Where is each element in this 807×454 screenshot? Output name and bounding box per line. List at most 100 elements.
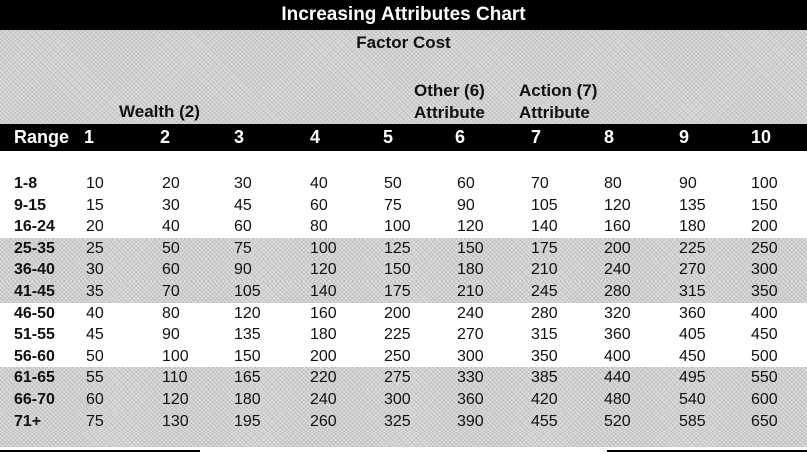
column-header-4: 4 xyxy=(310,127,321,147)
table-row: 46-50 40 80 120 160 200 240 280 320 360 400 xyxy=(0,302,807,325)
cost-cell: 200 xyxy=(604,239,631,257)
cost-cell: 75 xyxy=(86,412,104,430)
cost-cell: 350 xyxy=(531,347,558,365)
cost-cell: 225 xyxy=(679,239,706,257)
cost-cell: 350 xyxy=(751,282,778,300)
cost-cell: 25 xyxy=(86,239,104,257)
footer-spacer xyxy=(0,432,807,447)
cost-cell: 300 xyxy=(751,261,778,279)
cost-cell: 280 xyxy=(531,304,558,322)
cost-cell: 150 xyxy=(751,196,778,214)
cost-cell: 140 xyxy=(531,218,558,236)
cost-cell: 600 xyxy=(751,390,778,408)
table-row: 1-8 10 20 30 40 50 60 70 80 90 100 xyxy=(0,173,807,195)
cost-cell: 60 xyxy=(86,390,104,408)
action-group-label: Action (7) xyxy=(519,81,598,100)
cost-cell: 325 xyxy=(384,412,411,430)
cost-cell: 120 xyxy=(162,390,189,408)
cost-cell: 180 xyxy=(457,261,484,279)
cost-cell: 45 xyxy=(86,326,104,344)
cost-cell: 80 xyxy=(604,175,622,192)
cost-cell: 450 xyxy=(679,347,706,365)
cost-cell: 70 xyxy=(531,175,549,192)
cost-cell: 10 xyxy=(86,175,104,192)
cost-cell: 315 xyxy=(679,282,706,300)
column-header-row: Range 1 2 3 4 5 6 7 8 9 10 xyxy=(0,124,807,151)
range-label: 66-70 xyxy=(14,390,55,408)
cost-cell: 30 xyxy=(234,175,252,192)
cost-cell: 125 xyxy=(384,239,411,257)
cost-cell: 550 xyxy=(751,369,778,387)
cost-cell: 135 xyxy=(234,326,261,344)
cost-cell: 120 xyxy=(604,196,631,214)
table-row: 61-65 55 110 165 220 275 330 385 440 495 550 xyxy=(0,367,807,389)
cost-cell: 495 xyxy=(679,369,706,387)
cost-cell: 585 xyxy=(679,412,706,430)
cost-cell: 420 xyxy=(531,390,558,408)
range-label: 71+ xyxy=(14,412,42,430)
cost-cell: 385 xyxy=(531,369,558,387)
cost-cell: 55 xyxy=(86,369,104,387)
cost-cell: 250 xyxy=(751,239,778,257)
cost-cell: 50 xyxy=(86,347,104,365)
column-header-2: 2 xyxy=(160,127,171,147)
cost-cell: 180 xyxy=(679,218,706,236)
cost-cell: 520 xyxy=(604,412,631,430)
cost-cell: 100 xyxy=(751,175,778,192)
wealth-group-label: Wealth (2) xyxy=(119,102,200,121)
cost-cell: 40 xyxy=(86,304,104,322)
cost-cell: 45 xyxy=(234,196,252,214)
cost-cell: 360 xyxy=(679,304,706,322)
range-label: 1-8 xyxy=(14,175,38,192)
range-label: 9-15 xyxy=(14,196,47,214)
range-label: 46-50 xyxy=(14,304,55,322)
column-header-9: 9 xyxy=(679,127,690,147)
cost-cell: 15 xyxy=(86,196,104,214)
cost-cell: 20 xyxy=(86,218,104,236)
cost-cell: 70 xyxy=(162,282,180,300)
cost-cell: 90 xyxy=(162,326,180,344)
cost-cell: 150 xyxy=(457,239,484,257)
footer-rule xyxy=(0,447,807,454)
cost-cell: 160 xyxy=(604,218,631,236)
column-header-6: 6 xyxy=(455,127,466,147)
cost-cell: 280 xyxy=(604,282,631,300)
cost-cell: 245 xyxy=(531,282,558,300)
cost-cell: 60 xyxy=(457,175,475,192)
cost-cell: 80 xyxy=(310,218,328,236)
other-attribute-label: Attribute xyxy=(414,103,485,122)
cost-cell: 160 xyxy=(310,304,337,322)
range-label: 51-55 xyxy=(14,326,55,344)
cost-cell: 210 xyxy=(457,282,484,300)
cost-cell: 175 xyxy=(384,282,411,300)
cost-cell: 480 xyxy=(604,390,631,408)
cost-cell: 200 xyxy=(310,347,337,365)
table-row: 16-24 20 40 60 80 100 120 140 160 180 200 xyxy=(0,216,807,238)
action-attribute-label: Attribute xyxy=(519,103,590,122)
cost-cell: 175 xyxy=(531,239,558,257)
other-group-label: Other (6) xyxy=(414,81,485,100)
range-label: 56-60 xyxy=(14,347,55,365)
cost-cell: 500 xyxy=(751,347,778,365)
cost-cell: 200 xyxy=(384,304,411,322)
table-row: 25-35 25 50 75 100 125 150 175 200 225 250 xyxy=(0,237,807,260)
range-label: 25-35 xyxy=(14,239,55,257)
cost-cell: 455 xyxy=(531,412,558,430)
cost-cell: 180 xyxy=(234,390,261,408)
cost-cell: 120 xyxy=(310,261,337,279)
cost-cell: 90 xyxy=(457,196,475,214)
cost-cell: 150 xyxy=(234,347,261,365)
table-row: 51-55 45 90 135 180 225 270 315 360 405 450 xyxy=(0,324,807,346)
cost-cell: 450 xyxy=(751,326,778,344)
cost-cell: 240 xyxy=(310,390,337,408)
column-header-7: 7 xyxy=(531,127,542,147)
cost-cell: 250 xyxy=(384,347,411,365)
cost-cell: 40 xyxy=(162,218,180,236)
cost-cell: 75 xyxy=(234,239,252,257)
table-row: 9-15 15 30 45 60 75 90 105 120 135 150 xyxy=(0,194,807,217)
cost-cell: 240 xyxy=(457,304,484,322)
cost-cell: 220 xyxy=(310,369,337,387)
cost-cell: 150 xyxy=(384,261,411,279)
cost-cell: 360 xyxy=(604,326,631,344)
